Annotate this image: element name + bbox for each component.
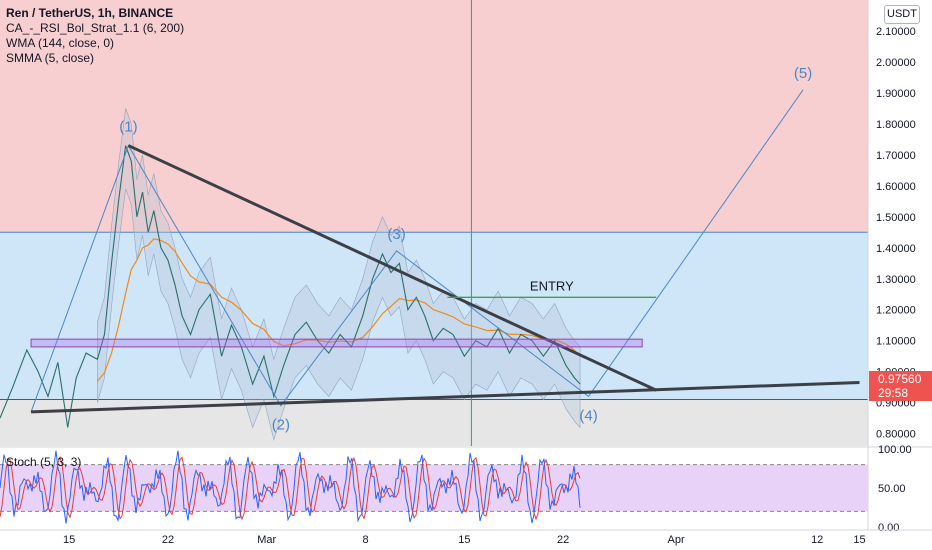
stoch-legend[interactable]: Stoch (5, 3, 3) (6, 455, 82, 469)
x-tick-label: 22 (557, 534, 569, 546)
y-tick-label: 1.20000 (876, 305, 916, 317)
x-tick-label: 15 (63, 534, 75, 546)
last-price: 0.97560 (878, 372, 922, 386)
lower-trendline (30, 381, 860, 414)
price-axis (868, 0, 932, 550)
stoch-tick-label: 50.00 (878, 483, 906, 495)
x-tick-label: 15 (853, 534, 865, 546)
below-zone (0, 399, 868, 446)
stoch-tick-label: 0.00 (878, 522, 899, 534)
y-tick-label: 1.60000 (876, 181, 916, 193)
y-tick-label: 2.00000 (876, 57, 916, 69)
stoch-tick-label: 100.00 (878, 444, 912, 456)
indicator-wma[interactable]: WMA (144, close, 0) (6, 36, 115, 50)
last-price-badge: 0.97560 29:58 (869, 371, 932, 401)
wave-label: (5) (794, 65, 812, 82)
stoch-band (0, 464, 868, 512)
indicator-rsi-bol[interactable]: CA_-_RSI_Bol_Strat_1.1 (6, 200) (6, 21, 185, 35)
x-tick-label: Mar (257, 534, 276, 546)
y-tick-label: 1.40000 (876, 243, 916, 255)
bar-countdown: 29:58 (878, 386, 909, 400)
wave-label: (4) (579, 407, 597, 424)
chart-legend: Ren / TetherUS, 1h, BINANCE CA_-_RSI_Bol… (6, 6, 184, 66)
y-tick-label: 0.80000 (876, 429, 916, 441)
resistance-zone (0, 0, 868, 233)
currency-button[interactable]: USDT (884, 5, 920, 24)
y-tick-label: 1.70000 (876, 150, 916, 162)
price-line (0, 145, 581, 428)
wave-label: (3) (387, 226, 405, 243)
x-tick-label: Apr (667, 534, 684, 546)
y-tick-label: 1.10000 (876, 336, 916, 348)
y-tick-label: 1.50000 (876, 212, 916, 224)
x-tick-label: 15 (458, 534, 470, 546)
range-rectangle (30, 338, 643, 348)
y-tick-label: 1.90000 (876, 88, 916, 100)
x-tick-label: 8 (362, 534, 368, 546)
x-tick-label: 22 (162, 534, 174, 546)
bollinger-band (97, 108, 581, 441)
symbol-title[interactable]: Ren / TetherUS, 1h, BINANCE (6, 6, 174, 20)
wave-label: (2) (272, 417, 290, 434)
x-tick-label: 12 (811, 534, 823, 546)
y-tick-label: 2.10000 (876, 26, 916, 38)
upper-trendline (127, 144, 657, 392)
wave-path (30, 89, 804, 413)
stoch-d-line (0, 455, 581, 521)
support-zone (0, 232, 868, 400)
y-tick-label: 1.30000 (876, 274, 916, 286)
y-tick-label: 1.80000 (876, 119, 916, 131)
entry-label: ENTRY (530, 278, 574, 293)
wave-label: (1) (119, 119, 137, 136)
indicator-smma[interactable]: SMMA (5, close) (6, 51, 95, 65)
